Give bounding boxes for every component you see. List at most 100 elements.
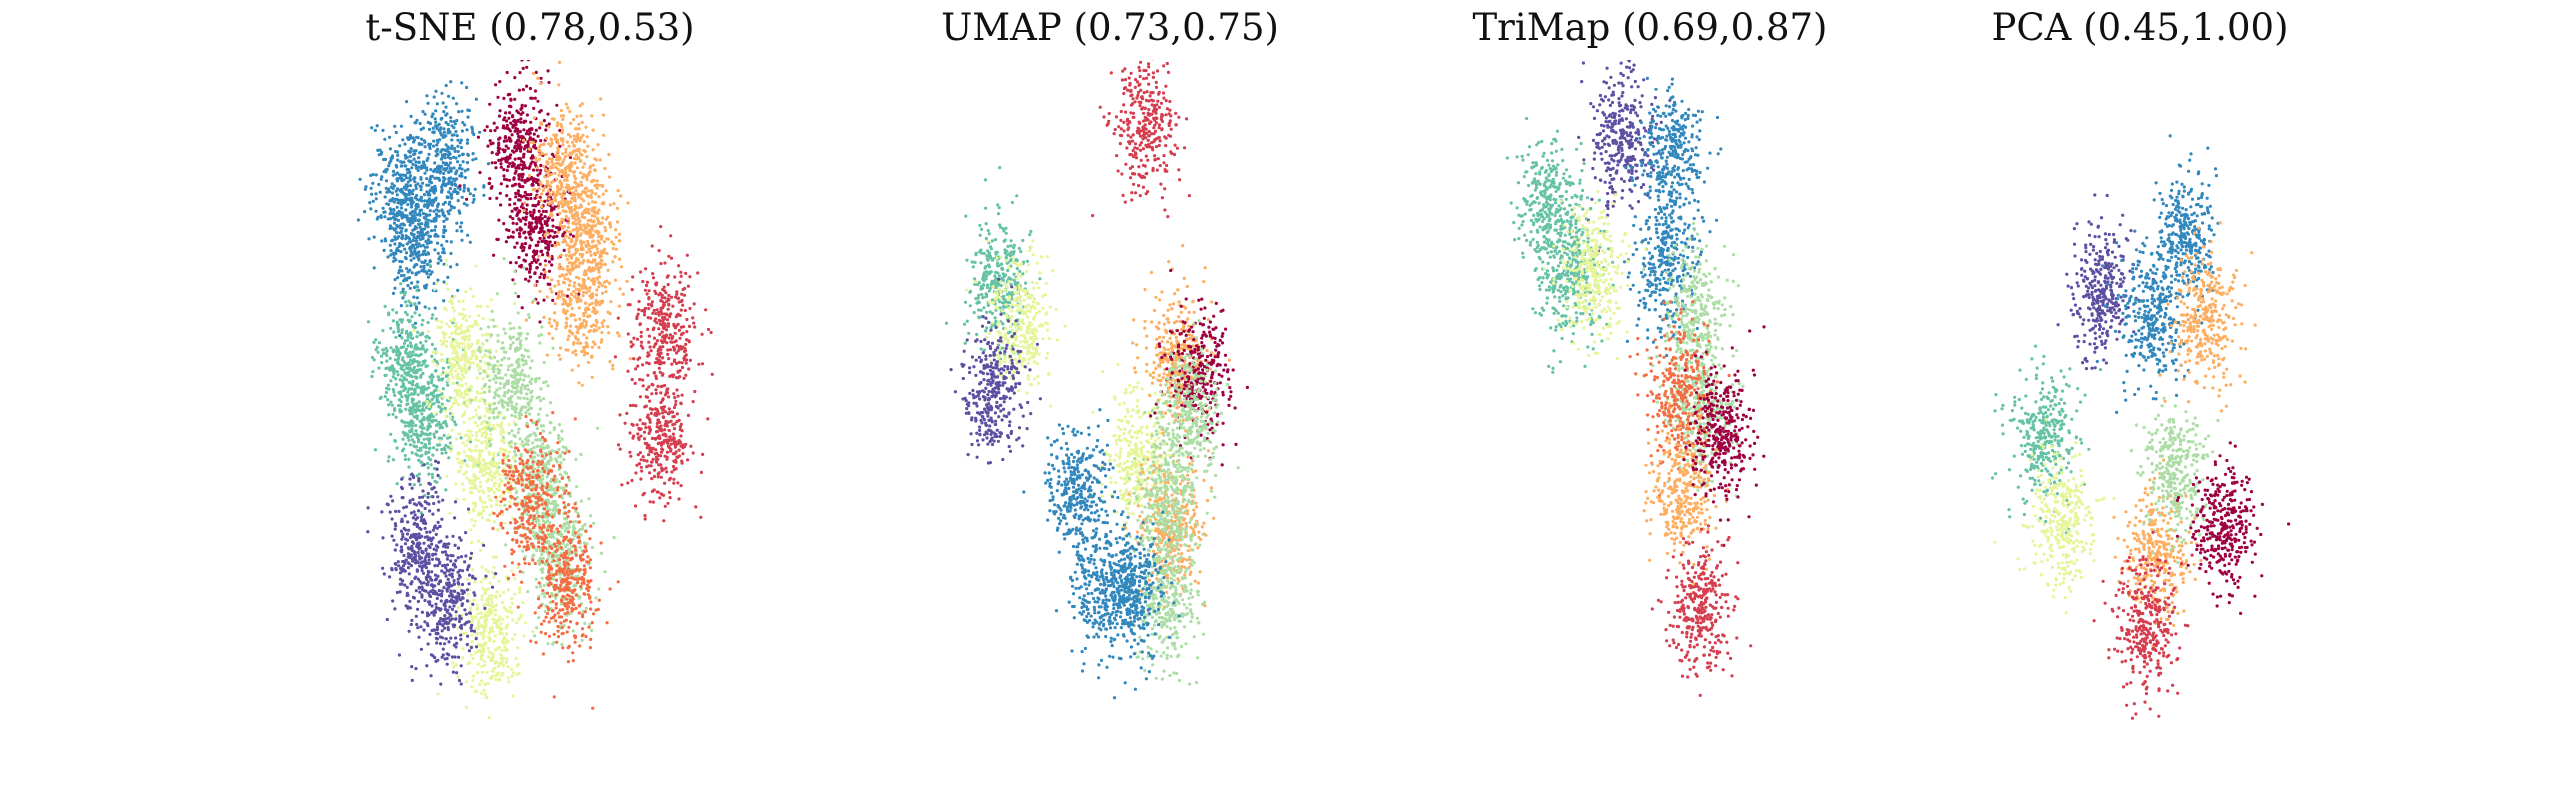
scatter-dot (399, 250, 403, 254)
scatter-dot (483, 427, 487, 431)
scatter-dot (476, 671, 480, 675)
scatter-dot (580, 261, 584, 265)
scatter-dot (430, 397, 434, 402)
scatter-dot (484, 431, 488, 435)
scatter-dot (458, 432, 462, 436)
scatter-dot (442, 219, 446, 223)
scatter-dot (412, 227, 416, 231)
scatter-dot (396, 276, 400, 280)
scatter-dot (400, 233, 404, 237)
scatter-dot (465, 439, 469, 443)
scatter-dot (567, 261, 571, 265)
scatter-dot (667, 302, 671, 306)
scatter-dot (676, 369, 680, 374)
scatter-dot (555, 124, 559, 128)
scatter-dot (476, 135, 480, 139)
scatter-dot (534, 243, 538, 248)
scatter-dot (614, 247, 618, 251)
scatter-dot (441, 387, 445, 391)
scatter-dot (561, 302, 565, 306)
scatter-dot (532, 257, 536, 261)
scatter-dot (595, 310, 599, 314)
scatter-dot (540, 217, 544, 221)
scatter-dot (589, 231, 593, 235)
scatter-dot (478, 429, 482, 433)
scatter-dot (403, 277, 407, 281)
scatter-dot (414, 353, 419, 357)
scatter-dot (580, 120, 584, 124)
scatter-dot (401, 287, 405, 291)
scatter-dot (566, 265, 570, 269)
scatter-dot (499, 430, 503, 434)
scatter-dot (471, 152, 475, 156)
scatter-dot (671, 432, 675, 436)
scatter-dot (414, 251, 418, 255)
scatter-dot (580, 211, 585, 216)
scatter-dot (574, 222, 578, 226)
scatter-dot (684, 442, 688, 446)
scatter-dot (404, 176, 409, 180)
scatter-dot (591, 278, 595, 282)
scatter-dot (446, 122, 450, 127)
scatter-dot (482, 473, 486, 477)
scatter-dot (676, 394, 680, 398)
scatter-dot (437, 129, 442, 133)
scatter-dot (494, 678, 498, 682)
scatter-dot (495, 415, 499, 419)
scatter-dot (559, 346, 563, 350)
scatter-dot (540, 225, 544, 229)
scatter-dot (510, 601, 514, 605)
scatter-dot (415, 236, 419, 240)
scatter-dot (572, 295, 576, 299)
scatter-dot (425, 245, 429, 249)
scatter-dot (524, 236, 528, 240)
scatter-dot (471, 657, 475, 661)
scatter-dot (393, 242, 397, 246)
scatter-dot (657, 366, 661, 370)
scatter-dot (424, 364, 428, 369)
scatter-dot (505, 648, 509, 652)
scatter-dot (467, 359, 471, 363)
scatter-dot (661, 415, 665, 419)
scatter-dot (398, 404, 403, 408)
scatter-dot (556, 184, 560, 188)
scatter-dot (504, 660, 508, 665)
scatter-dot (399, 400, 403, 404)
scatter-dot (409, 200, 413, 204)
scatter-dot (525, 113, 529, 117)
scatter-dot (417, 156, 421, 160)
scatter-dot (499, 363, 503, 367)
scatter-dot (427, 183, 431, 187)
scatter-dot (388, 161, 392, 165)
scatter-dot (440, 451, 444, 455)
scatter-dot (497, 677, 501, 681)
scatter-dot (544, 209, 548, 214)
scatter-dot (444, 120, 448, 125)
scatter-dot (378, 396, 382, 400)
scatter-dot (514, 195, 518, 199)
scatter-dot (679, 274, 683, 278)
scatter-dot (542, 119, 546, 123)
scatter-dot (685, 330, 689, 334)
scatter-dot (530, 359, 534, 363)
scatter-dot (537, 209, 541, 213)
scatter-dot (492, 407, 496, 411)
scatter-dot (505, 184, 509, 188)
scatter-dot (600, 234, 604, 238)
scatter-dot (497, 114, 502, 118)
scatter-dot (458, 394, 463, 398)
scatter-dot (410, 427, 414, 431)
scatter-dot (411, 136, 415, 140)
scatter-dot (534, 146, 538, 150)
scatter-dot (570, 368, 574, 372)
scatter-dot (405, 100, 409, 104)
scatter-dot (431, 360, 435, 364)
scatter-dot (673, 396, 677, 400)
scatter-dot (439, 126, 443, 130)
scatter-dot (456, 138, 460, 142)
scatter-dot (466, 153, 470, 157)
scatter-dot (505, 615, 509, 619)
scatter-dot (667, 395, 671, 399)
scatter-dot (490, 151, 494, 155)
